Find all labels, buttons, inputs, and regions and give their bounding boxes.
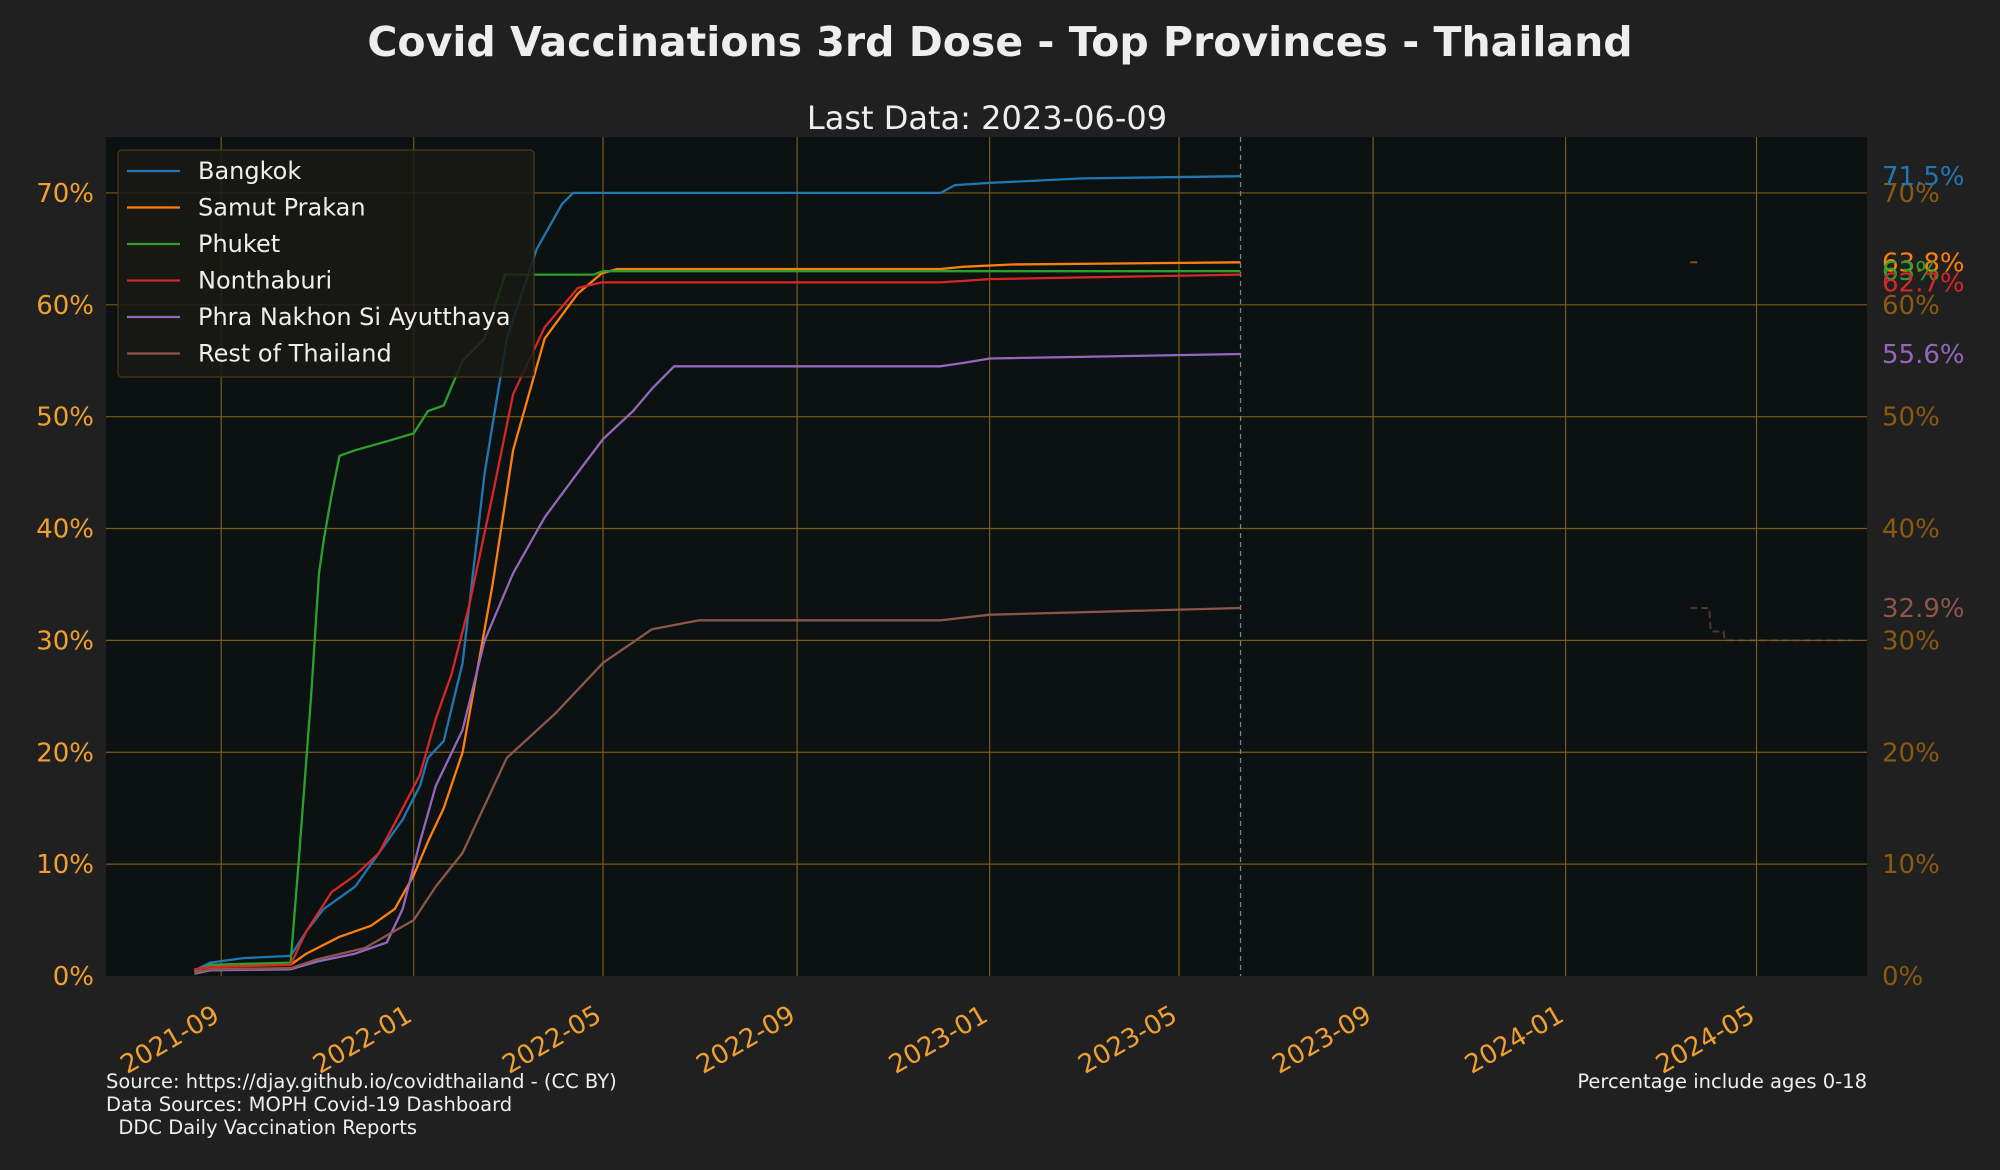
y-tick-label-right: 60% [1882,291,1940,321]
footer-data-sources-2: DDC Daily Vaccination Reports [106,1116,417,1139]
y-tick-label-left: 20% [36,738,94,768]
y-tick-label-left: 10% [36,850,94,880]
x-tick-label: 2024-01 [1460,1000,1569,1080]
legend: Bangkok Samut Prakan Phuket Nonthaburi Phra … [117,149,535,378]
series-line-phuket [193,270,1241,973]
end-label-rest-of-thailand: 32.9% [1882,594,1965,624]
footer-data-sources: Data Sources: MOPH Covid-19 Dashboard [106,1093,512,1116]
x-axis: 2021-09 2022-01 2022-05 2022-09 2023-01 2023-… [116,1000,1760,1080]
extra-marks [1690,261,1853,642]
y-tick-label-right: 70% [1882,179,1940,209]
x-tick-label: 2023-05 [1073,1000,1182,1080]
series-line-samut-prakan [194,261,1241,972]
footer-note: Percentage include ages 0-18 [1577,1070,1867,1093]
y-tick-label-left: 70% [36,179,94,209]
chart-title: Covid Vaccinations 3rd Dose - Top Provin… [367,18,1632,66]
legend-label-samut-prakan: Samut Prakan [198,194,366,222]
y-tick-label-right: 0% [1882,962,1923,992]
legend-box [117,149,535,378]
y-tick-label-left: 40% [36,515,94,545]
y-tick-label-left: 30% [36,626,94,656]
y-tick-label-right: 10% [1882,850,1940,880]
end-label-bangkok: 71.5% [1882,162,1965,192]
end-label-samut-prakan: 63.8% [1882,248,1965,278]
legend-label-bangkok: Bangkok [198,157,301,185]
y-tick-label-right: 30% [1882,626,1940,656]
series-line-nonthaburi [194,273,1241,971]
x-tick-label: 2024-05 [1651,1000,1760,1080]
x-tick-label: 2022-05 [497,1000,606,1080]
end-labels: 71.5% 63.8%63%62.7% 55.6% 32.9% [1882,162,1965,624]
y-axis-right: 0% 10% 20% 30% 40% 50% 60% 70% [1882,179,1940,992]
series-lines [193,175,1241,975]
footer-source: Source: https://djay.github.io/covidthai… [106,1070,617,1093]
chart-subtitle: Last Data: 2023-06-09 [807,99,1167,137]
y-tick-label-left: 0% [53,962,94,992]
legend-label-nonthaburi: Nonthaburi [198,267,332,295]
series-line-rest-of-thailand [194,606,1241,974]
x-tick-label: 2023-09 [1268,1000,1377,1080]
legend-label-rest-of-thailand: Rest of Thailand [198,340,392,368]
y-tick-label-right: 50% [1882,403,1940,433]
x-tick-label: 2022-09 [692,1000,801,1080]
legend-label-phuket: Phuket [198,230,280,258]
x-tick-label: 2023-01 [884,1000,993,1080]
y-tick-label-left: 50% [36,403,94,433]
end-label-phuket: 63% [1882,257,1940,287]
series-line-phra-nakhon-si-ayutthaya [194,352,1241,975]
y-tick-label-right: 20% [1882,738,1940,768]
end-label-nonthaburi: 62.7% [1882,269,1965,299]
y-axis-left: 0% 10% 20% 30% 40% 50% 60% 70% [36,179,94,992]
x-tick-label: 2022-01 [308,1000,417,1080]
y-tick-label-left: 60% [36,291,94,321]
legend-label-phra-nakhon-si-ayutthaya: Phra Nakhon Si Ayutthaya [198,303,511,331]
projection-mark [1690,607,1853,642]
end-label-phra-nakhon-si-ayutthaya: 55.6% [1882,340,1965,370]
y-tick-label-right: 40% [1882,515,1940,545]
x-tick-label: 2021-09 [116,1000,225,1080]
